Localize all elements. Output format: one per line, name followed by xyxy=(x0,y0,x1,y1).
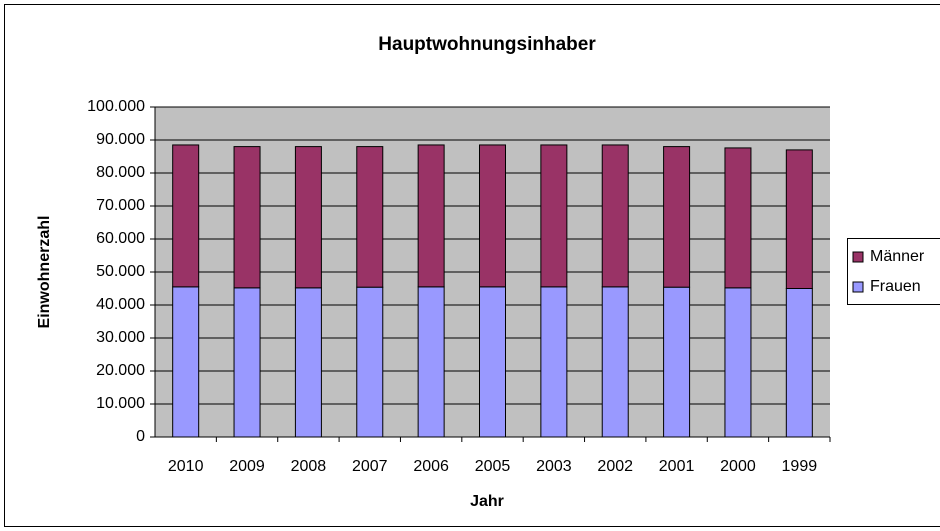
bar-segment xyxy=(233,146,261,289)
x-tick-label: 2008 xyxy=(291,458,327,475)
bar-segment xyxy=(417,286,445,438)
y-axis-label: Einwohnerzahl xyxy=(36,216,53,329)
bar-segment xyxy=(294,146,322,289)
bar-segment xyxy=(601,286,629,438)
bar-segment xyxy=(724,147,752,289)
bar-segment xyxy=(663,146,691,288)
legend-label: Frauen xyxy=(870,278,921,295)
y-tick-label: 50.000 xyxy=(96,263,145,280)
x-tick-label: 2010 xyxy=(168,458,204,475)
bar-segment xyxy=(663,286,691,438)
legend-swatch xyxy=(852,281,864,293)
legend-box xyxy=(847,238,940,305)
x-tick-label: 2005 xyxy=(475,458,511,475)
y-tick-label: 90.000 xyxy=(96,131,145,148)
x-tick-label: 2006 xyxy=(413,458,449,475)
x-tick-label: 2007 xyxy=(352,458,388,475)
y-tick-label: 0 xyxy=(136,428,145,445)
y-tick-label: 100.000 xyxy=(87,98,145,115)
bar-segment xyxy=(356,146,384,288)
x-tick-label: 2009 xyxy=(229,458,265,475)
bar-segment xyxy=(233,287,261,438)
y-tick-label: 40.000 xyxy=(96,296,145,313)
bar-segment xyxy=(294,287,322,438)
legend-label: Männer xyxy=(870,248,925,265)
y-tick-label: 10.000 xyxy=(96,395,145,412)
x-tick-label: 2003 xyxy=(536,458,572,475)
y-tick-label: 80.000 xyxy=(96,164,145,181)
bar-segment xyxy=(540,286,568,438)
chart-title: Hauptwohnungsinhaber xyxy=(378,34,596,55)
y-tick-label: 20.000 xyxy=(96,362,145,379)
x-tick-label: 1999 xyxy=(782,458,818,475)
bar-segment xyxy=(172,144,200,288)
legend-swatch xyxy=(852,251,864,263)
bar-segment xyxy=(785,149,813,289)
bar-segment xyxy=(601,144,629,288)
x-tick-label: 2002 xyxy=(597,458,633,475)
bar-segment xyxy=(540,144,568,288)
bar-segment xyxy=(479,286,506,438)
bar-segment xyxy=(724,287,752,438)
x-axis-label: Jahr xyxy=(470,493,504,510)
y-tick-label: 60.000 xyxy=(96,230,145,247)
bar-segment xyxy=(785,288,813,438)
bar-segment xyxy=(172,286,200,438)
x-tick-label: 2001 xyxy=(659,458,695,475)
y-tick-label: 30.000 xyxy=(96,329,145,346)
bar-segment xyxy=(356,286,384,438)
bar-segment xyxy=(417,144,445,288)
x-tick-label: 2000 xyxy=(720,458,756,475)
y-tick-label: 70.000 xyxy=(96,197,145,214)
bar-segment xyxy=(479,144,506,288)
